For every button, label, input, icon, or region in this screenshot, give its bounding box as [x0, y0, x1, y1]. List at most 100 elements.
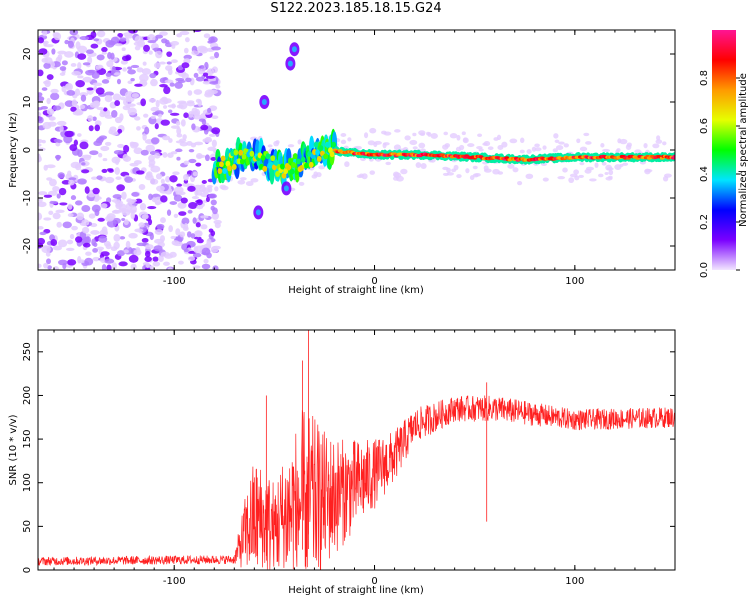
spectrogram-signal-cell [275, 171, 280, 178]
spectrogram-noise-cell [183, 222, 189, 230]
spectrogram-noise-cell [38, 201, 47, 208]
spectrogram-noise-cell [191, 123, 196, 131]
spectrogram-noise-cell [148, 193, 153, 201]
spectrogram-noise-cell [46, 108, 55, 115]
spectrogram-noise-cell [77, 75, 84, 79]
spectrogram-noise-cell [555, 145, 564, 151]
spectrogram-blob-core [261, 99, 267, 105]
spectrogram-noise-cell [57, 50, 67, 55]
spectrogram-noise-cell [42, 30, 48, 37]
spectrogram-noise-cell [369, 170, 376, 175]
spectrogram-noise-cell [144, 256, 152, 263]
spectrogram-noise-cell [77, 53, 87, 60]
spectrogram-noise-cell [198, 65, 205, 69]
spectrogram-noise-cell [519, 149, 525, 154]
spectrogram-noise-cell [53, 266, 60, 270]
spectrogram-noise-cell [606, 167, 614, 171]
spectrogram-noise-cell [114, 100, 121, 107]
spectrogram-noise-cell [127, 103, 136, 107]
spectrogram-noise-cell [165, 175, 171, 183]
spectrogram-noise-cell [483, 141, 491, 147]
spectrogram-noise-cell [68, 177, 77, 181]
spectrogram-noise-cell [239, 177, 247, 181]
spectrogram-noise-cell [600, 143, 605, 148]
spectrogram-noise-cell [553, 133, 559, 139]
spectrogram-noise-cell [188, 158, 197, 164]
spectrogram-noise-cell [113, 233, 121, 242]
spectrogram-noise-cell [67, 40, 74, 49]
spectrogram-noise-cell [123, 98, 128, 106]
spectrogram-signal-cell [222, 168, 228, 175]
spectrogram-noise-cell [208, 89, 218, 95]
spectrogram-noise-cell [52, 245, 62, 251]
spectrogram-signal-cell [316, 156, 322, 163]
spectrogram-noise-cell [193, 89, 203, 95]
spectrogram-noise-cell [205, 196, 210, 203]
spectrogram-noise-cell [193, 114, 202, 120]
spectrogram-noise-cell [154, 228, 164, 235]
spectrogram-noise-cell [573, 169, 580, 175]
spectrogram-noise-cell [152, 261, 161, 267]
spectrogram-noise-cell [127, 69, 136, 75]
spectrogram-noise-cell [134, 45, 141, 51]
spectrogram-noise-cell [594, 162, 599, 168]
spectrogram-noise-cell [64, 39, 70, 45]
spectrogram-noise-cell [245, 181, 254, 187]
spectrogram-noise-cell [111, 109, 118, 118]
spectrogram-noise-cell [183, 160, 190, 165]
spectrogram-noise-cell [120, 96, 126, 101]
spectrogram-noise-cell [208, 228, 214, 233]
spectrogram-noise-cell [66, 90, 76, 96]
spectrogram-noise-cell [163, 98, 172, 104]
spectrogram-noise-cell [104, 94, 113, 103]
spectrogram-noise-cell [404, 135, 411, 141]
spectrogram-noise-cell [177, 100, 187, 105]
colorbar-label: Normalized spectral amplitude [738, 73, 749, 227]
spectrogram-noise-cell [75, 41, 81, 50]
spectrogram-noise-cell [461, 131, 466, 136]
spectrogram-noise-cell [158, 255, 164, 262]
spectrogram-noise-cell [93, 100, 101, 107]
spectrogram-noise-cell [104, 176, 115, 184]
spectrogram-noise-cell [644, 169, 653, 173]
spectrogram-noise-cell [135, 170, 145, 175]
spectrogram-signal-cell [331, 141, 337, 148]
spectrogram-signal-cell [260, 154, 266, 161]
colorbar-tick-label: 0.0 [699, 262, 710, 278]
spectrogram-noise-cell [138, 184, 146, 191]
spectrogram-noise-cell [134, 83, 143, 87]
spectrogram-noise-cell [109, 126, 117, 133]
spectrogram-noise-cell [193, 72, 199, 78]
spectrogram-noise-cell [93, 242, 98, 247]
spectrogram-noise-cell [188, 201, 198, 210]
spectrogram-noise-cell [46, 74, 54, 80]
spectrogram-noise-cell [156, 185, 165, 192]
spectrogram-noise-cell [56, 120, 67, 126]
spectrogram-signal-cell [296, 158, 301, 165]
spectrogram-signal-cell [318, 145, 324, 152]
spectrogram-noise-cell [412, 132, 417, 137]
spectrogram-noise-cell [393, 144, 402, 151]
spectrogram-noise-cell [203, 258, 209, 264]
spectrogram-noise-cell [77, 149, 83, 158]
spectrogram-noise-cell [163, 105, 168, 109]
spectrogram-noise-cell [449, 133, 458, 139]
spectrogram-noise-cell [143, 113, 149, 118]
spectrogram-noise-cell [111, 199, 121, 203]
spectrogram-noise-cell [297, 139, 302, 145]
spectrogram-noise-cell [160, 178, 165, 185]
spectrogram-noise-cell [180, 197, 188, 204]
spectrogram-noise-cell [155, 173, 163, 180]
spectrogram-noise-cell [150, 115, 156, 119]
spectrogram-noise-cell [534, 143, 540, 148]
spectrogram-noise-cell [173, 194, 183, 202]
spectrogram-noise-cell [87, 115, 94, 122]
spectrogram-noise-cell [311, 174, 318, 179]
spectrogram-noise-cell [344, 161, 350, 168]
spectrogram-noise-cell [195, 222, 201, 228]
spectrogram-noise-cell [171, 240, 180, 246]
spectrogram-noise-cell [444, 143, 451, 148]
spectrogram-noise-cell [188, 148, 195, 153]
spectrogram-noise-cell [46, 97, 51, 105]
